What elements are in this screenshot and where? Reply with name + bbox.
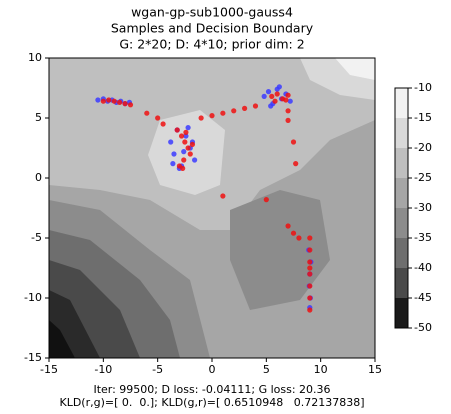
colorbar-band (395, 148, 408, 178)
x-axis-label: Iter: 99500; D loss: -0.04111; G loss: 2… (93, 383, 330, 396)
scatter-point (285, 92, 291, 98)
scatter-point (252, 103, 259, 109)
colorbar-tick-label: -10 (414, 81, 432, 94)
scatter-point (181, 157, 187, 163)
scatter-point (106, 97, 112, 103)
scatter-point (307, 247, 313, 253)
scatter-point (171, 151, 177, 157)
scatter-point (290, 139, 297, 145)
scatter-point (144, 110, 150, 116)
scatter-point (220, 110, 226, 116)
scatter-point (263, 197, 269, 203)
scatter-point (283, 97, 289, 103)
x-tick-label: 5 (263, 363, 270, 376)
scatter-point (231, 108, 237, 114)
x-tick-label: -5 (152, 363, 163, 376)
y-tick-label: 5 (35, 111, 42, 124)
colorbar-tick-label: -30 (414, 201, 432, 214)
scatter-point (307, 259, 313, 265)
colorbar-tick-label: -50 (414, 321, 432, 334)
scatter-point (189, 141, 196, 147)
colorbar-tick-label: -25 (414, 171, 432, 184)
colorbar-tick-label: -20 (414, 141, 432, 154)
scatter-point (265, 89, 272, 95)
scatter-point (269, 93, 275, 99)
colorbar-band (395, 88, 408, 118)
scatter-point (307, 283, 313, 289)
scatter-point (117, 99, 123, 105)
colorbar-band (395, 178, 408, 208)
scatter-point (181, 149, 187, 155)
chart-title: wgan-gp-sub1000-gauss4 (131, 5, 293, 20)
scatter-point (168, 139, 174, 145)
scatter-point (180, 165, 186, 171)
x-axis-label: KLD(r,g)=[ 0. 0.]; KLD(g,r)=[ 0.6510948 … (59, 396, 364, 409)
scatter-point (174, 127, 180, 133)
y-tick-label: 0 (35, 171, 42, 184)
x-tick-label: 10 (314, 363, 328, 376)
scatter-point (187, 151, 193, 157)
scatter-point (268, 103, 274, 109)
scatter-point (307, 271, 313, 277)
scatter-point (127, 102, 134, 108)
scatter-point (185, 145, 191, 151)
scatter-point (192, 157, 198, 163)
scatter-point (209, 113, 215, 119)
y-tick-label: -10 (24, 291, 42, 304)
decision-boundary (49, 58, 375, 358)
scatter-point (185, 125, 191, 131)
scatter-point (242, 105, 248, 111)
scatter-point (285, 223, 291, 229)
chart-title: G: 2*20; D: 4*10; prior dim: 2 (119, 37, 304, 52)
x-tick-label: -10 (94, 363, 112, 376)
colorbar-tick-label: -45 (414, 291, 432, 304)
scatter-point (160, 121, 166, 127)
scatter-point (307, 295, 313, 301)
scatter-point (274, 91, 280, 97)
scatter-point (285, 108, 291, 114)
y-tick-label: -15 (24, 351, 42, 364)
colorbar-band (395, 208, 408, 238)
colorbar-tick-label: -15 (414, 111, 432, 124)
colorbar-band (395, 238, 408, 268)
scatter-point (296, 235, 302, 241)
colorbar-band (395, 118, 408, 148)
scatter-point (170, 161, 176, 167)
scatter-point (285, 117, 291, 123)
y-tick-label: 10 (28, 51, 42, 64)
scatter-point (290, 230, 297, 236)
scatter-point (307, 307, 313, 313)
x-tick-label: -15 (40, 363, 58, 376)
colorbar-band (395, 298, 408, 328)
scatter-point (307, 265, 313, 271)
scatter-point (122, 101, 128, 107)
scatter-point (182, 139, 188, 145)
colorbar-tick-label: -40 (414, 261, 432, 274)
scatter-point (100, 98, 106, 104)
x-tick-label: 0 (209, 363, 216, 376)
scatter-point (307, 235, 313, 241)
scatter-point (287, 98, 293, 104)
scatter-point (183, 133, 189, 139)
colorbar-band (395, 268, 408, 298)
scatter-point (183, 129, 189, 135)
chart-title: Samples and Decision Boundary (111, 21, 314, 36)
scatter-point (95, 97, 101, 103)
y-tick-label: -5 (31, 231, 42, 244)
scatter-point (198, 115, 204, 121)
scatter-point (178, 133, 185, 139)
scatter-point (261, 93, 267, 99)
colorbar-tick-label: -35 (414, 231, 432, 244)
scatter-point (272, 98, 278, 104)
scatter-point (111, 98, 117, 104)
scatter-point (276, 84, 282, 90)
scatter-point (220, 193, 226, 199)
scatter-point (155, 115, 161, 121)
x-tick-label: 15 (368, 363, 382, 376)
scatter-point (293, 161, 299, 167)
